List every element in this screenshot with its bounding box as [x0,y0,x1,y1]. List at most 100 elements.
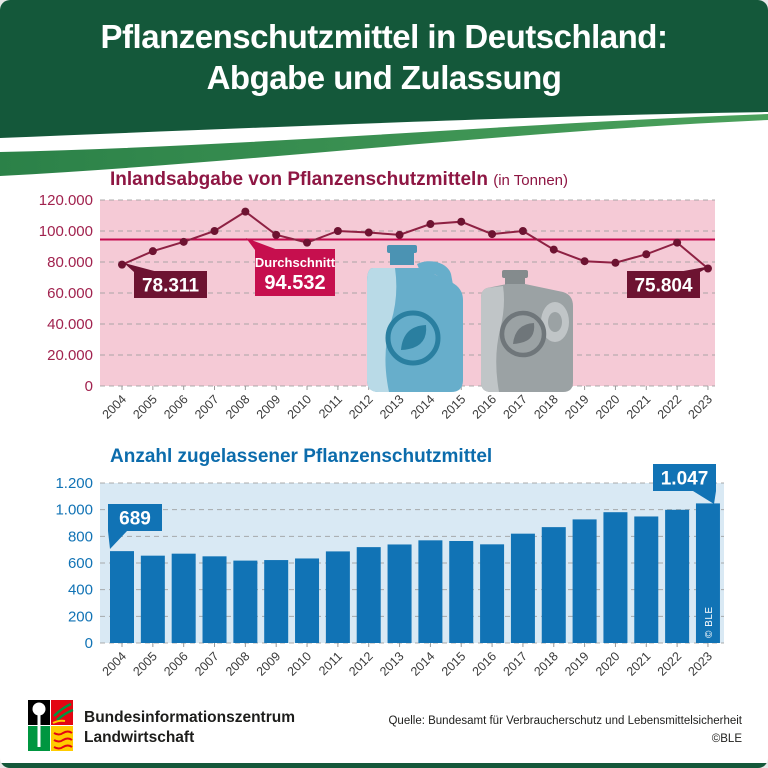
x-tick-label: 2010 [285,649,315,679]
x-tick-label: 2016 [470,392,500,422]
header-bottom-curve [0,100,768,138]
x-tick-label: 2005 [130,649,160,679]
y-tick-label: 600 [68,555,93,572]
x-tick-label: 2011 [316,392,345,421]
y-tick-label: 800 [68,528,93,545]
bar-2019 [572,519,597,643]
x-tick-label: 2015 [439,392,469,422]
bar-2018 [541,527,566,643]
x-tick-label: 2021 [624,649,654,679]
data-point-2006 [179,237,188,246]
callout-last-tail [693,491,716,504]
bar-2013 [387,544,412,643]
x-tick-label: 2004 [100,392,130,422]
y-tick-label: 200 [68,608,93,625]
x-tick-label: 2022 [655,392,685,422]
x-tick-label: 2020 [593,649,623,679]
line-chart-title-unit: (in Tonnen) [493,172,569,189]
canister-icons [367,245,573,392]
canister-gray-icon [481,270,573,392]
line-chart-title: Inlandsabgabe von Pflanzenschutzmitteln … [110,169,568,191]
x-tick-label: 2020 [593,392,623,422]
callout-first-tail [124,263,158,272]
callout-avg-label: 94.532 [264,272,325,294]
data-point-2013 [395,230,404,239]
bar-2008 [233,560,258,643]
x-tick-label: 2023 [686,392,716,422]
bar-2005 [140,555,165,643]
callout-first-label: 78.311 [142,276,199,297]
callout-first-box [134,271,207,298]
bar-2021 [634,516,659,643]
y-tick-label: 80.000 [47,254,93,271]
callout-avg-title: Durchschnitt [255,255,336,270]
logo-tree-crown [32,702,46,716]
bottom-border [0,763,768,768]
x-tick-label: 2017 [500,649,530,679]
x-tick-label: 2017 [500,392,530,422]
data-point-2005 [148,247,157,256]
bar-2020 [603,512,628,643]
x-tick-label: 2008 [223,392,253,422]
x-tick-label: 2006 [161,392,191,422]
bar-2004 [110,551,134,643]
x-tick-label: 2010 [285,392,315,422]
data-point-2014 [426,220,435,229]
footer-organization: Bundesinformationszentrum Landwirtschaft [84,708,295,748]
x-tick-label: 2019 [562,392,592,422]
page-title-line2: Abgabe und Zulassung [206,59,562,96]
bar-2011 [325,551,350,643]
data-line [121,210,709,270]
bar-2012 [356,547,381,643]
callout-last-label: 1.047 [661,469,709,490]
y-tick-label: 100.000 [39,223,93,240]
source-text: Quelle: Bundesamt für Verbraucherschutz … [388,715,742,727]
data-point-2012 [364,228,373,237]
green-stripe-curve [0,114,768,176]
line-chart-title-text: Inlandsabgabe von Pflanzenschutzmitteln [110,169,488,190]
y-tick-label: 0 [85,635,93,652]
canister-blue-icon [367,245,463,392]
bar-2007 [202,556,227,643]
data-point-2019 [580,257,589,266]
y-tick-label: 0 [85,378,93,395]
x-tick-label: 2014 [408,392,438,422]
x-tick-label: 2009 [254,392,284,422]
x-tick-label: 2012 [346,649,376,679]
x-tick-label: 2013 [377,649,407,679]
header: Pflanzenschutzmittel in Deutschland: Abg… [0,0,768,100]
ble-logo [28,700,74,751]
ble-watermark: © BLE [704,606,715,638]
callout-last-box [653,464,716,491]
bar-2014 [418,540,443,643]
callout-last-box [627,271,700,298]
logo-tree-trunk [37,713,41,747]
callout-avg-tail [246,238,278,250]
x-tick-label: 2022 [655,649,685,679]
data-point-2022 [673,238,682,247]
bar-2023 [695,503,720,643]
x-tick-label: 2021 [624,392,654,422]
x-tick-label: 2012 [346,392,376,422]
bar-chart-title: Anzahl zugelassener Pflanzenschutzmittel [110,446,492,468]
page-title-line1: Pflanzenschutzmittel in Deutschland: [100,18,668,55]
x-tick-label: 2005 [130,392,160,422]
footer-source: Quelle: Bundesamt für Verbraucherschutz … [388,712,742,748]
data-point-2020 [611,258,620,267]
y-tick-label: 1.200 [55,475,93,492]
x-tick-label: 2014 [408,649,438,679]
data-point-2018 [549,245,558,254]
y-tick-label: 400 [68,582,93,599]
x-tick-label: 2007 [192,649,222,679]
data-point-2016 [488,230,497,239]
bar-2010 [295,558,320,643]
x-tick-label: 2023 [686,649,716,679]
data-point-2015 [457,217,466,226]
x-tick-label: 2015 [439,649,469,679]
callout-last-label: 75.804 [634,276,693,297]
x-tick-label: 2007 [192,392,222,422]
data-point-2011 [333,227,342,235]
data-point-2009 [272,230,281,239]
footer-org-line1: Bundesinformationszentrum [84,709,295,726]
